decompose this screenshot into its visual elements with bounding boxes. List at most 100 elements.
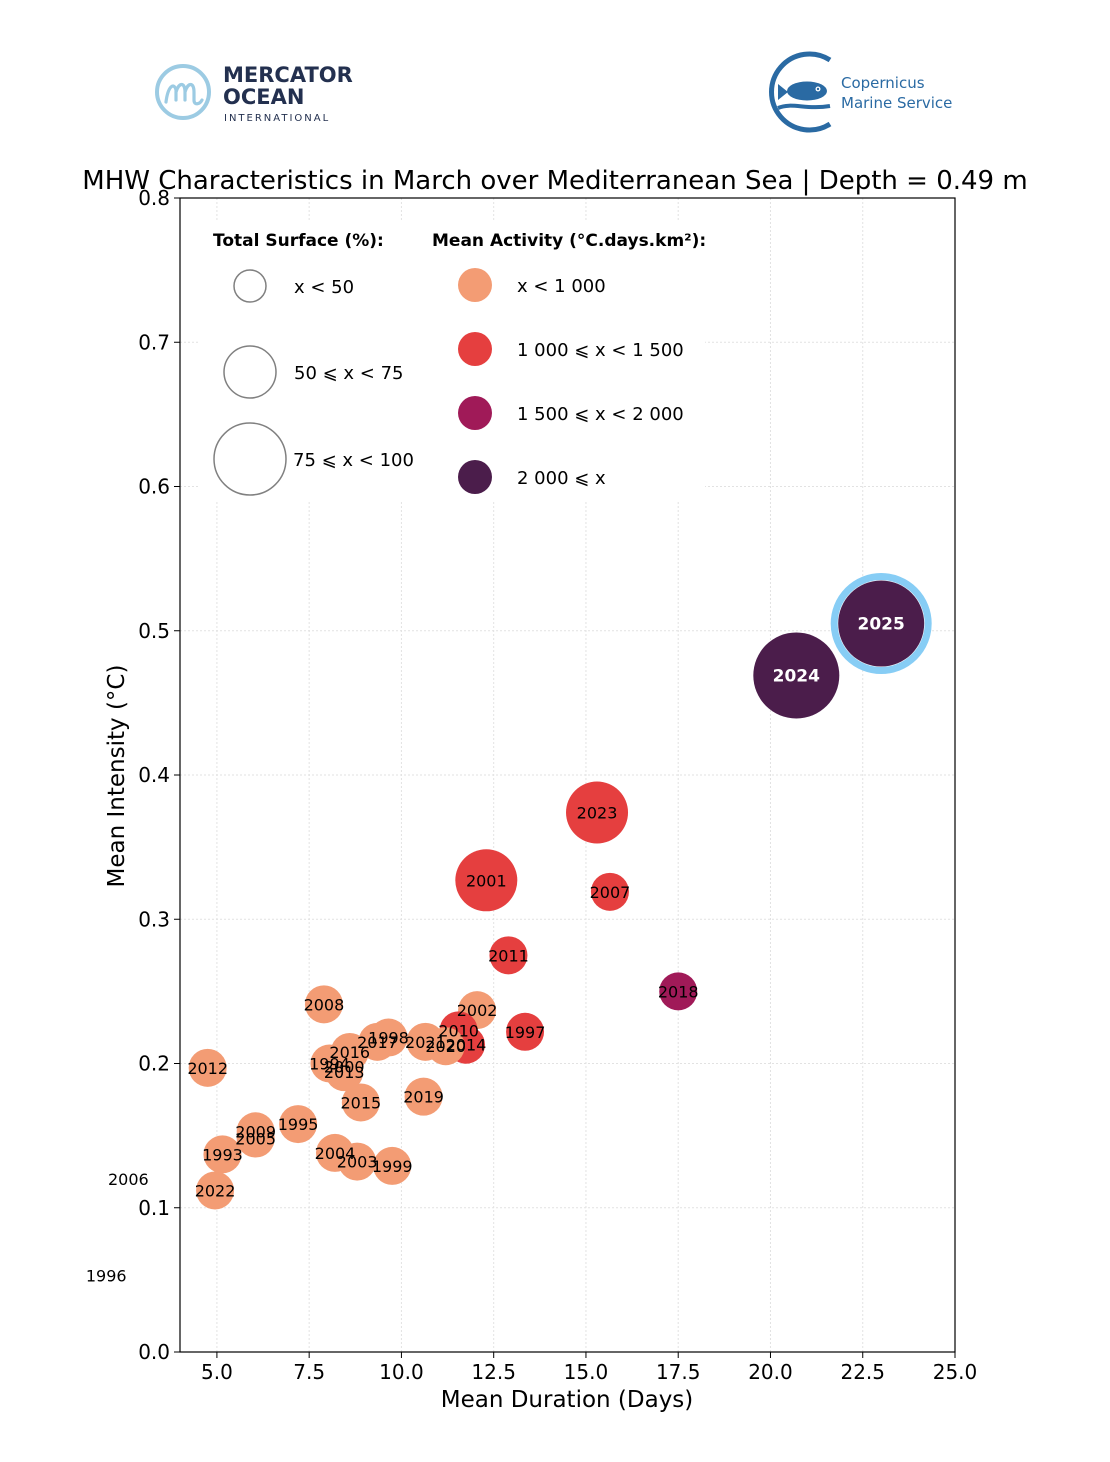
point-label: 2022 <box>195 1181 236 1200</box>
point-label: 1994 <box>309 1055 350 1074</box>
logo-left-line2: OCEAN <box>223 85 304 109</box>
point-bubble <box>426 1027 465 1066</box>
point-bubble <box>203 1135 242 1174</box>
point-bubble <box>325 1053 364 1092</box>
point-bubble <box>196 1171 235 1210</box>
point-label-outside: 2006 <box>108 1170 149 1189</box>
point-label: 2015 <box>340 1093 381 1112</box>
point-highlight-ring <box>830 573 932 675</box>
mercator-m-icon <box>155 64 211 120</box>
x-tick-label: 20.0 <box>748 1360 793 1384</box>
legend-color-swatch <box>458 332 492 366</box>
legend-color-swatch <box>458 396 492 430</box>
x-tick-label: 17.5 <box>656 1360 701 1384</box>
y-axis-ticks: 0.0 0.1 0.2 0.3 0.4 0.5 0.6 0.7 0.8 <box>138 186 180 1364</box>
x-tick-label: 12.5 <box>471 1360 516 1384</box>
y-tick-label: 0.8 <box>138 186 170 210</box>
outside-labels: 2006 1996 <box>86 1170 149 1286</box>
point-label: 2018 <box>658 982 699 1001</box>
y-tick-label: 0.7 <box>138 330 170 354</box>
y-tick-label: 0.0 <box>138 1340 170 1364</box>
legend-color-title: Mean Activity (°C.days.km²): <box>432 231 706 251</box>
point-bubble <box>659 972 698 1011</box>
logo-right-line2: Marine Service <box>841 94 952 112</box>
legend-color-swatch <box>458 460 492 494</box>
point-bubble <box>338 1142 377 1181</box>
legend-background <box>200 220 705 500</box>
y-axis-label: Mean Intensity (°C) <box>104 665 130 888</box>
x-tick-label: 5.0 <box>201 1360 233 1384</box>
y-tick-label: 0.4 <box>138 763 170 787</box>
logo-right-line1: Copernicus <box>841 74 925 92</box>
legend-size-circle <box>223 345 277 399</box>
point-label: 2007 <box>590 883 631 902</box>
point-bubble <box>279 1105 318 1144</box>
point-label: 2011 <box>488 946 529 965</box>
x-tick-label: 7.5 <box>293 1360 325 1384</box>
point-bubble <box>373 1146 412 1185</box>
legend-color-label: x < 1 000 <box>517 276 606 297</box>
x-tick-label: 25.0 <box>933 1360 978 1384</box>
x-tick-label: 22.5 <box>840 1360 885 1384</box>
point-label: 1998 <box>368 1029 409 1048</box>
x-tick-label: 10.0 <box>379 1360 424 1384</box>
point-label: 2020 <box>425 1037 466 1056</box>
fish-icon <box>769 51 832 133</box>
y-tick-label: 0.3 <box>138 907 170 931</box>
point-label: 2003 <box>337 1153 378 1172</box>
mercator-ocean-logo: MERCATOR OCEAN INTERNATIONAL <box>155 63 353 124</box>
point-label: 2000 <box>324 1057 365 1076</box>
point-label: 2016 <box>329 1043 370 1062</box>
point-label: 2004 <box>315 1144 356 1163</box>
y-tick-label: 0.6 <box>138 475 170 499</box>
point-label: 2012 <box>187 1059 228 1078</box>
logo-left-line3: INTERNATIONAL <box>224 113 330 124</box>
legend-size-label: x < 50 <box>294 277 354 298</box>
point-label: 1995 <box>278 1115 319 1134</box>
point-bubble <box>590 872 629 911</box>
logo-left-line1: MERCATOR <box>223 63 353 87</box>
point-label: 2025 <box>858 615 905 635</box>
point-bubble <box>404 1077 443 1116</box>
copernicus-marine-logo: Copernicus Marine Service <box>769 51 952 133</box>
data-points: 2025 2024 2023 2001 2007 2011 2018 2008 2002 1997… <box>187 573 932 1210</box>
legend: Total Surface (%): Mean Activity (°C.days… <box>200 220 706 500</box>
legend-size-circle <box>233 269 267 303</box>
chart-title: MHW Characteristics in March over Medite… <box>82 166 1027 196</box>
point-label: 2021 <box>405 1033 446 1052</box>
y-tick-label: 0.1 <box>138 1196 170 1220</box>
point-label: 2008 <box>304 995 345 1014</box>
y-tick-label: 0.5 <box>138 619 170 643</box>
legend-color-label: 1 000 ⩽ x < 1 500 <box>517 340 684 361</box>
point-label: 1993 <box>202 1145 243 1164</box>
point-label-outside: 1996 <box>86 1267 127 1286</box>
point-label: 1999 <box>372 1157 413 1176</box>
point-bubble <box>838 580 925 667</box>
x-axis-ticks: 5.0 7.5 10.0 12.5 15.0 17.5 20.0 22.5 25.0 <box>201 1352 977 1384</box>
point-bubble <box>753 632 840 719</box>
y-tick-label: 0.2 <box>138 1052 170 1076</box>
point-bubble <box>506 1012 545 1051</box>
legend-color-swatch <box>458 268 492 302</box>
point-label: 1997 <box>505 1023 546 1042</box>
legend-color-label: 2 000 ⩽ x <box>517 468 606 489</box>
point-label: 2019 <box>403 1088 444 1107</box>
point-label: 2009 <box>235 1122 276 1141</box>
x-tick-label: 15.0 <box>564 1360 609 1384</box>
legend-size-title: Total Surface (%): <box>213 231 384 251</box>
point-bubble <box>188 1048 227 1087</box>
point-bubble <box>304 985 343 1024</box>
legend-size-label: 75 ⩽ x < 100 <box>293 450 414 471</box>
point-bubble <box>566 781 629 844</box>
point-bubble <box>236 1119 275 1158</box>
point-label: 2017 <box>357 1033 398 1052</box>
point-label: 2001 <box>466 871 507 890</box>
point-label: 2010 <box>438 1021 479 1040</box>
x-axis-label: Mean Duration (Days) <box>441 1387 694 1413</box>
legend-size-circle <box>213 422 287 496</box>
point-label: 2024 <box>773 666 820 686</box>
point-label: 2002 <box>457 1001 498 1020</box>
point-label: 2014 <box>446 1036 487 1055</box>
point-bubble <box>455 849 518 912</box>
